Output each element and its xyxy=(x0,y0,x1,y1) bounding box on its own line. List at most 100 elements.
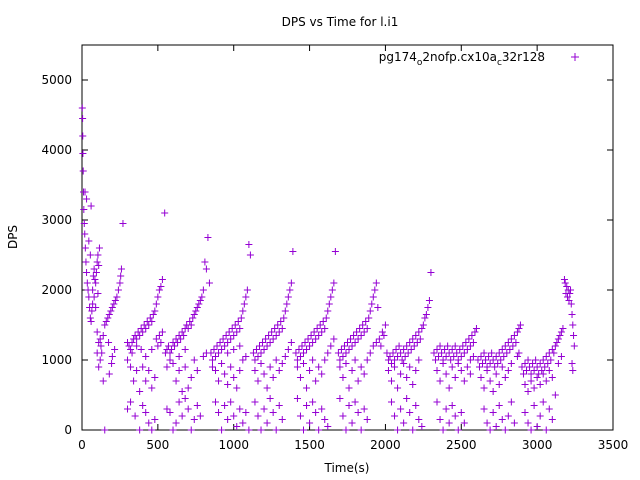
data-point xyxy=(512,339,520,346)
data-point xyxy=(433,398,441,406)
data-point xyxy=(533,423,541,430)
data-point xyxy=(260,405,268,413)
data-point xyxy=(190,416,198,423)
data-point xyxy=(312,409,320,416)
data-point xyxy=(559,325,567,332)
data-point xyxy=(268,328,276,336)
data-point xyxy=(178,388,186,395)
data-point xyxy=(149,311,157,318)
data-point xyxy=(142,377,150,385)
data-point xyxy=(457,367,465,374)
data-point xyxy=(441,346,449,353)
data-point xyxy=(202,265,210,273)
data-point xyxy=(530,384,538,392)
data-point xyxy=(342,349,350,357)
data-point xyxy=(345,384,353,392)
data-point xyxy=(340,342,348,350)
data-point xyxy=(145,367,153,374)
data-point xyxy=(252,346,260,353)
data-point xyxy=(180,332,188,339)
data-point xyxy=(462,339,470,346)
data-point xyxy=(413,339,421,346)
data-point xyxy=(136,388,144,395)
data-point xyxy=(339,374,347,381)
data-point xyxy=(236,405,244,413)
data-point xyxy=(199,353,207,360)
data-point xyxy=(409,426,417,434)
data-point xyxy=(436,416,444,423)
data-point xyxy=(391,363,399,371)
data-point xyxy=(381,321,389,329)
data-point xyxy=(184,405,192,413)
data-point xyxy=(380,332,388,339)
data-point xyxy=(251,367,259,374)
data-point xyxy=(403,395,411,402)
data-point xyxy=(187,426,195,434)
data-point xyxy=(85,237,93,245)
data-point xyxy=(510,332,518,339)
data-point xyxy=(466,370,474,378)
data-point xyxy=(300,360,308,367)
data-point xyxy=(242,409,250,416)
data-point xyxy=(459,342,467,350)
data-point xyxy=(410,342,418,350)
data-point xyxy=(415,328,423,336)
data-point xyxy=(436,342,444,350)
data-point xyxy=(488,349,496,357)
data-point xyxy=(489,409,497,416)
data-point xyxy=(336,395,344,402)
data-point xyxy=(262,335,270,343)
data-point xyxy=(306,367,314,374)
data-point xyxy=(456,346,464,353)
data-point xyxy=(509,342,517,350)
data-point xyxy=(542,353,550,360)
data-point xyxy=(418,423,426,430)
data-point xyxy=(492,423,500,430)
data-point xyxy=(345,402,353,409)
data-point xyxy=(406,409,414,416)
data-point xyxy=(422,311,430,318)
data-point xyxy=(494,360,502,367)
data-point xyxy=(266,363,274,371)
data-point xyxy=(93,258,101,266)
data-point xyxy=(296,353,304,360)
data-point xyxy=(78,104,86,112)
data-point xyxy=(419,321,427,329)
data-point xyxy=(293,356,301,364)
data-point xyxy=(83,269,91,276)
data-point xyxy=(342,426,350,434)
data-point xyxy=(409,381,417,388)
data-point xyxy=(521,360,529,367)
data-point xyxy=(79,167,87,175)
data-point xyxy=(457,409,465,416)
data-point xyxy=(391,412,399,420)
data-point xyxy=(113,293,121,301)
data-point xyxy=(128,339,136,346)
data-point xyxy=(529,360,537,367)
data-point xyxy=(283,300,291,308)
data-point xyxy=(548,416,556,423)
data-point xyxy=(504,412,512,420)
x-tick-label: 0 xyxy=(78,438,86,452)
data-point xyxy=(278,416,286,423)
data-point xyxy=(321,356,329,364)
data-point xyxy=(351,398,359,406)
plot-frame xyxy=(81,44,614,431)
data-point xyxy=(111,346,119,353)
data-point xyxy=(568,360,576,367)
data-point xyxy=(263,342,271,350)
data-point xyxy=(532,356,540,364)
data-point xyxy=(486,377,494,385)
data-point xyxy=(345,346,353,353)
data-point xyxy=(124,356,132,364)
data-point xyxy=(374,304,382,311)
data-point xyxy=(445,419,453,427)
data-point xyxy=(397,405,405,413)
data-point xyxy=(547,356,555,364)
data-point xyxy=(539,398,547,406)
data-point xyxy=(222,332,230,339)
data-point xyxy=(536,360,544,367)
data-point xyxy=(263,419,271,427)
data-point xyxy=(469,353,477,360)
data-point xyxy=(328,286,336,294)
